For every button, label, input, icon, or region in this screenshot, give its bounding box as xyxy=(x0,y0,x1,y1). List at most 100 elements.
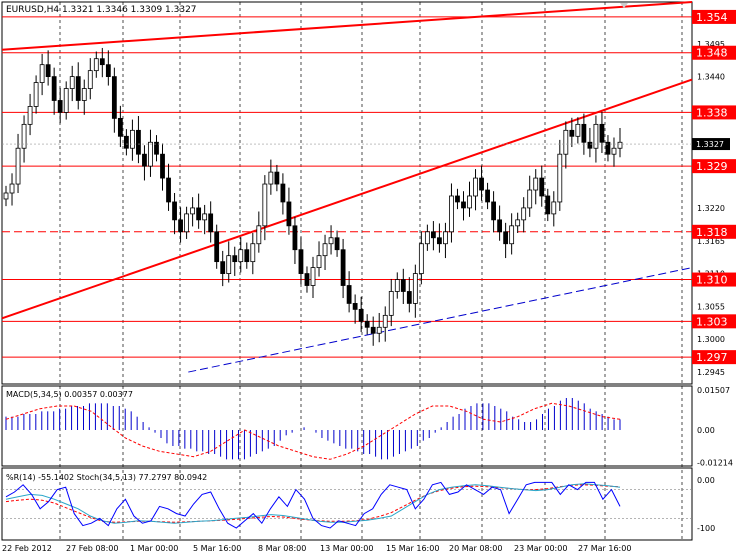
candle-body xyxy=(304,273,310,286)
candle-body xyxy=(322,243,328,257)
candle-body xyxy=(9,183,15,194)
candle-body xyxy=(166,177,171,203)
candle-body xyxy=(190,207,196,215)
candle-body xyxy=(244,249,250,263)
candle-body xyxy=(473,177,478,197)
candle-body xyxy=(33,82,39,107)
candle-body xyxy=(406,291,412,304)
level-label: 1.297 xyxy=(696,351,728,364)
macd-indicator: 0.01507 0.00 -0.01214 xyxy=(5,386,733,467)
candle-body xyxy=(358,308,364,322)
candle-body xyxy=(370,326,376,334)
level-label-bg xyxy=(692,45,736,60)
candle-body xyxy=(99,58,105,66)
level-label-bg xyxy=(692,9,736,24)
time-tick-label: 15 Mar 16:00 xyxy=(386,544,439,553)
candle-body xyxy=(15,147,21,185)
time-axis: 22 Feb 2012 27 Feb 08:00 1 Mar 00:00 5 Mar … xyxy=(2,544,631,553)
candle-body xyxy=(461,201,466,209)
candle-body xyxy=(130,129,135,149)
candle-body xyxy=(208,213,214,233)
candle-body xyxy=(599,123,605,143)
candle-body xyxy=(611,147,617,155)
time-tick-label: 27 Mar 16:00 xyxy=(578,544,631,553)
candle-body xyxy=(467,195,472,209)
level-label: 1.303 xyxy=(696,315,728,328)
candle-body xyxy=(364,320,370,328)
trend-line-lower xyxy=(188,267,693,373)
macd-tick-label: -0.01214 xyxy=(697,458,733,467)
current-price-marker xyxy=(692,138,730,151)
candle-body xyxy=(136,129,141,155)
price-tick-label: 1.3055 xyxy=(697,302,725,311)
candle-body xyxy=(400,279,406,292)
candle-body xyxy=(57,100,63,113)
candle-body xyxy=(69,76,75,89)
scroll-arrow-icon[interactable] xyxy=(620,3,628,8)
level-label: 1.354 xyxy=(696,11,728,24)
candle-body xyxy=(515,219,521,227)
macd-pane-frame xyxy=(1,385,693,467)
candle-body xyxy=(268,171,274,185)
candle-body xyxy=(449,195,454,233)
candle-body xyxy=(154,141,159,155)
level-label: 1.338 xyxy=(696,106,728,119)
candle-body xyxy=(424,231,430,245)
level-label-bg xyxy=(692,105,736,120)
candle-body xyxy=(430,231,436,239)
price-pane-frame xyxy=(1,1,693,385)
candle-body xyxy=(250,243,256,263)
candle-body xyxy=(394,279,400,292)
candle-body xyxy=(352,303,358,310)
candle-body xyxy=(202,213,208,221)
trend-line-channel xyxy=(1,78,693,320)
macd-title: MACD(5,34,5) 0.00357 0.00377 xyxy=(6,390,133,399)
time-tick-label: 8 Mar 08:00 xyxy=(258,544,306,553)
price-tick-label: 1.3220 xyxy=(697,204,725,213)
candle-body xyxy=(443,231,448,245)
candle-body xyxy=(533,177,539,191)
candle-body xyxy=(503,231,509,245)
level-label-bg xyxy=(692,272,736,287)
candle-body xyxy=(418,243,424,274)
candle-body xyxy=(587,141,593,149)
stoch-tick-label: -100 xyxy=(697,524,715,533)
candle-body xyxy=(382,314,388,328)
time-tick-label: 27 Feb 08:00 xyxy=(66,544,118,553)
level-label: 1.329 xyxy=(696,160,728,173)
time-tick-label: 5 Mar 16:00 xyxy=(193,544,241,553)
time-tick-label: 13 Mar 00:00 xyxy=(320,544,373,553)
candle-body xyxy=(527,189,533,209)
candle-body xyxy=(111,76,117,119)
candle-body xyxy=(346,285,352,304)
stoch-title: %R(14) -55.1402 Stoch(34,5,13) 77.2797 8… xyxy=(6,473,207,482)
candle-body xyxy=(292,225,298,251)
level-label: 1.310 xyxy=(696,274,728,287)
level-label-bg xyxy=(692,314,736,329)
price-tick-label: 1.3495 xyxy=(697,40,725,49)
candle-body xyxy=(581,123,587,143)
time-tick-label: 22 Feb 2012 xyxy=(2,544,52,553)
symbol-title: EURUSD,H4 1.3321 1.3346 1.3309 1.3327 xyxy=(6,5,197,15)
candle-body xyxy=(539,177,545,197)
candle-body xyxy=(437,237,442,245)
candle-body xyxy=(148,141,153,167)
stochastic-indicator: 0.00 -100 xyxy=(2,476,715,533)
candle-body xyxy=(412,273,418,304)
candle-body xyxy=(93,58,99,72)
candle-body xyxy=(226,255,232,274)
time-tick-label: 1 Mar 00:00 xyxy=(130,544,178,553)
stoch-pane-frame xyxy=(1,467,693,541)
candle-body xyxy=(298,249,304,274)
candle-body xyxy=(27,106,33,125)
current-price-label: 1.3327 xyxy=(696,140,724,149)
wpr-line xyxy=(5,481,621,529)
candle-body xyxy=(63,88,69,113)
candle-body xyxy=(569,129,575,137)
candle-body xyxy=(232,255,238,263)
level-label: 1.348 xyxy=(696,47,728,60)
candle-body xyxy=(220,261,226,274)
candle-body xyxy=(274,171,280,185)
time-tick-label: 20 Mar 08:00 xyxy=(449,544,502,553)
